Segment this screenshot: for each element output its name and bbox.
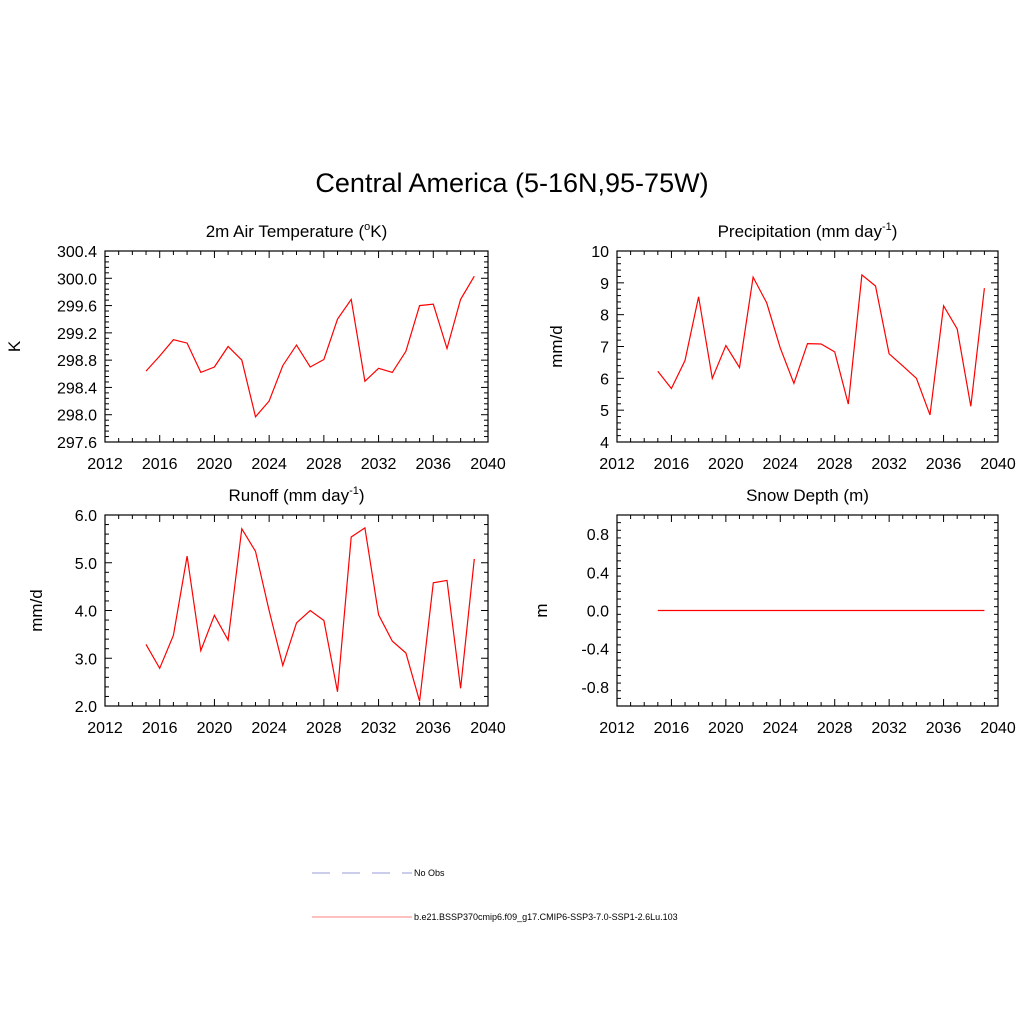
chart-panel-2: Precipitation (mm day-1) 2012 2016 2020 2024… [547, 221, 1016, 473]
x-tick-label: 2020 [708, 456, 744, 473]
chart-panel-4: Snow Depth (m) 2012 2016 2020 2024 2028 2032 20… [532, 486, 1016, 737]
y-tick-label: 4 [600, 435, 609, 452]
x-tick-label: 2020 [197, 456, 233, 473]
x-tick-label: 2036 [926, 720, 962, 737]
plot-frame [104, 250, 489, 443]
x-tick-label: 2016 [142, 720, 178, 737]
y-tick-label: 6 [600, 371, 609, 388]
legend-line-model [312, 916, 412, 918]
x-tick-label: 2024 [762, 456, 798, 473]
x-tick-label: 2040 [470, 720, 506, 737]
y-tick-label: -0.4 [581, 642, 609, 659]
x-tick-label: 2040 [470, 456, 506, 473]
x-tick-label: 2032 [871, 720, 907, 737]
x-tick-label: 2032 [361, 720, 397, 737]
panel-title: Runoff (mm day-1) [228, 485, 364, 505]
y-tick-label: 0.4 [587, 565, 609, 582]
plot-frame [616, 250, 999, 443]
x-tick-label: 2024 [762, 720, 798, 737]
y-tick-label: 8 [600, 308, 609, 325]
x-tick-label: 2024 [251, 456, 287, 473]
legend-label-no-obs: No Obs [414, 868, 445, 878]
y-axis-label: K [5, 340, 24, 352]
y-axis-label: mm/d [547, 325, 566, 368]
y-tick-label: 298.4 [57, 380, 97, 397]
y-tick-label: 6.0 [75, 508, 97, 525]
panel-title: Precipitation (mm day-1) [718, 221, 898, 241]
series-line [145, 275, 475, 419]
x-tick-label: 2016 [654, 456, 690, 473]
y-tick-label: 3.0 [75, 651, 97, 668]
x-tick-label: 2012 [599, 720, 635, 737]
y-tick-label: 5 [600, 403, 609, 420]
y-axis-label: mm/d [27, 589, 46, 632]
x-tick-label: 2040 [980, 456, 1016, 473]
x-tick-label: 2036 [926, 456, 962, 473]
x-tick-label: 2040 [980, 720, 1016, 737]
y-tick-label: 298.0 [57, 408, 97, 425]
chart-panel-1: 2m Air Temperature (oK) 2012 2016 2020 2024 2… [5, 221, 506, 473]
y-tick-label: 9 [600, 276, 609, 293]
y-tick-label: 2.0 [75, 699, 97, 716]
x-tick-label: 2020 [708, 720, 744, 737]
y-tick-label: 300.0 [57, 271, 97, 288]
series-line [145, 526, 475, 702]
series-line [657, 273, 985, 416]
y-tick-label: 7 [600, 340, 609, 357]
chart-panel-3: Runoff (mm day-1) 2012 2016 2020 2024 2028 203… [27, 485, 506, 737]
y-tick-label: 0.0 [587, 604, 609, 621]
x-tick-label: 2036 [415, 456, 451, 473]
y-tick-label: 5.0 [75, 556, 97, 573]
panel-title: Snow Depth (m) [746, 486, 869, 505]
x-tick-label: 2028 [817, 720, 853, 737]
y-tick-label: 299.6 [57, 299, 97, 316]
x-tick-label: 2020 [197, 720, 233, 737]
y-tick-label: 298.8 [57, 353, 97, 370]
x-tick-label: 2016 [142, 456, 178, 473]
x-tick-label: 2036 [415, 720, 451, 737]
x-tick-label: 2024 [251, 720, 287, 737]
figure-title: Central America (5-16N,95-75W) [315, 168, 709, 198]
y-axis-label: m [532, 603, 551, 617]
y-tick-label: 4.0 [75, 604, 97, 621]
x-tick-label: 2028 [306, 720, 342, 737]
y-tick-label: 299.2 [57, 326, 97, 343]
x-tick-label: 2016 [654, 720, 690, 737]
x-tick-label: 2028 [306, 456, 342, 473]
x-tick-label: 2012 [599, 456, 635, 473]
legend-label-model: b.e21.BSSP370cmip6.f09_g17.CMIP6-SSP3-7.… [414, 912, 678, 922]
y-tick-label: 0.8 [587, 527, 609, 544]
x-tick-label: 2028 [817, 456, 853, 473]
x-tick-label: 2012 [87, 456, 123, 473]
x-tick-label: 2012 [87, 720, 123, 737]
y-tick-label: -0.8 [581, 680, 609, 697]
y-tick-label: 297.6 [57, 435, 97, 452]
y-tick-label: 300.4 [57, 244, 97, 261]
x-tick-label: 2032 [871, 456, 907, 473]
legend-line-no-obs [312, 872, 412, 874]
x-tick-label: 2032 [361, 456, 397, 473]
y-tick-label: 10 [591, 244, 609, 261]
panel-title: 2m Air Temperature (oK) [206, 221, 388, 241]
